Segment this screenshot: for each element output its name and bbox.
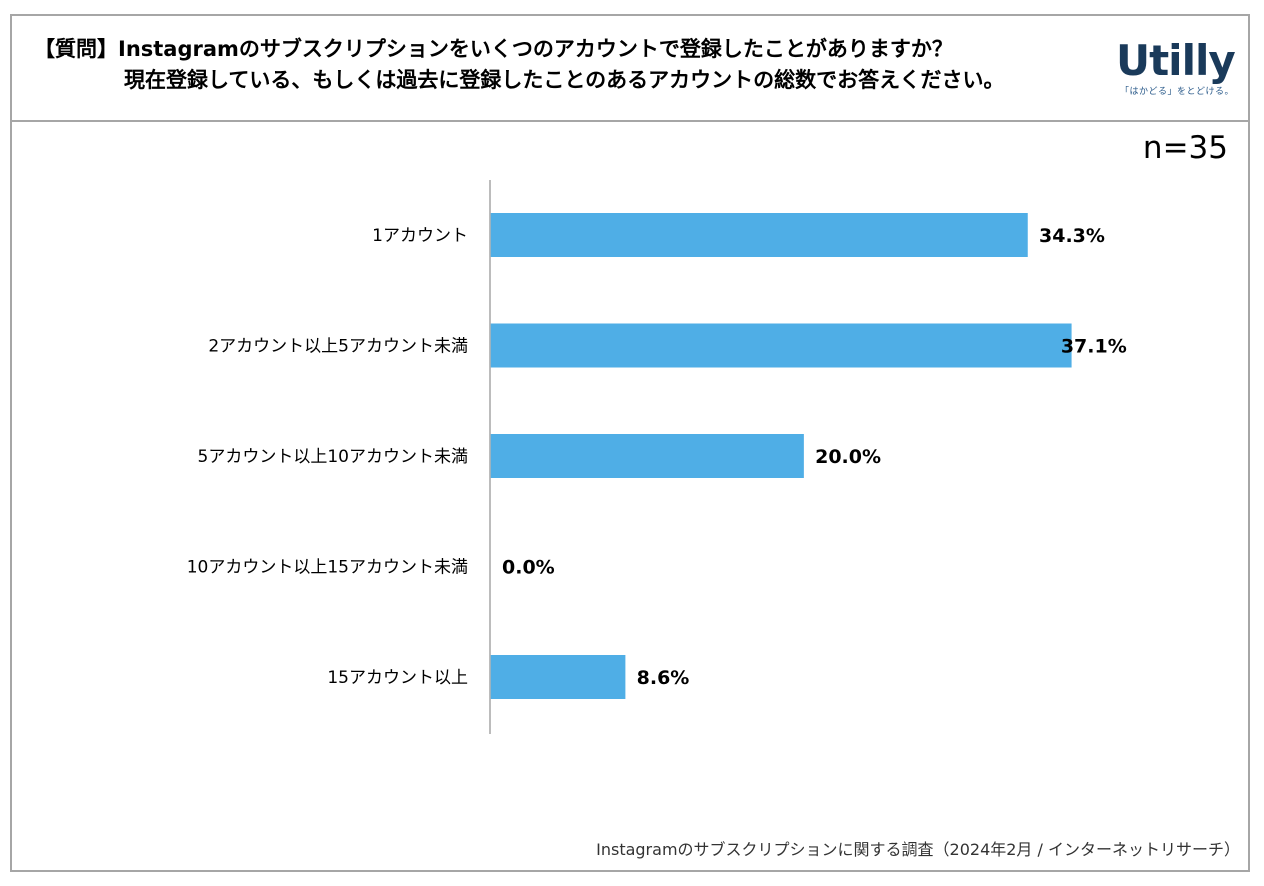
question-line-1: 【質問】Instagramのサブスクリプションをいくつのアカウントで登録したこと… — [34, 37, 953, 61]
category-label: 10アカウント以上15アカウント未満 — [187, 558, 468, 578]
logo-wordmark: Utilly — [1116, 36, 1236, 85]
logo-tagline: 「はかどる」をとどける。 — [1120, 87, 1235, 97]
value-label: 34.3% — [1039, 225, 1105, 247]
category-label: 15アカウント以上 — [327, 668, 468, 688]
sample-size-label: n=35 — [1142, 130, 1228, 166]
value-label: 8.6% — [637, 667, 690, 689]
chart-frame: 【質問】Instagramのサブスクリプションをいくつのアカウントで登録したこと… — [10, 14, 1250, 872]
bar — [490, 434, 804, 478]
value-label: 0.0% — [502, 557, 555, 579]
utilly-logo: Utilly 「はかどる」をとどける。 — [1116, 36, 1236, 100]
category-label: 5アカウント以上10アカウント未満 — [198, 447, 468, 467]
source-footnote: Instagramのサブスクリプションに関する調査（2024年2月 / インター… — [596, 840, 1240, 859]
category-label: 1アカウント — [372, 226, 468, 246]
bar — [490, 213, 1028, 257]
bar — [490, 655, 626, 699]
question-line-2: 現在登録している、もしくは過去に登録したことのあるアカウントの総数でお答えくださ… — [124, 68, 1005, 92]
value-label: 37.1% — [1061, 336, 1127, 358]
value-label: 20.0% — [815, 446, 881, 468]
question-text: 【質問】Instagramのサブスクリプションをいくつのアカウントで登録したこと… — [34, 34, 1005, 96]
bar — [490, 323, 1072, 368]
question-header: 【質問】Instagramのサブスクリプションをいくつのアカウントで登録したこと… — [12, 16, 1248, 122]
category-label: 2アカウント以上5アカウント未満 — [208, 337, 468, 357]
